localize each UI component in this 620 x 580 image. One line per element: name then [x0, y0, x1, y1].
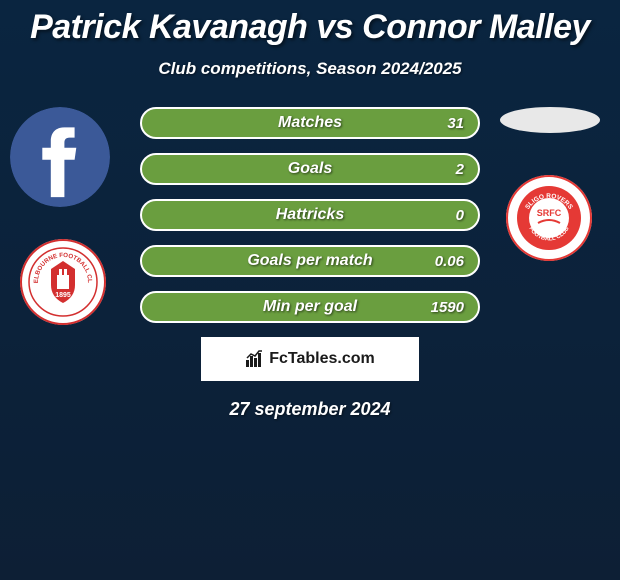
branding-text: FcTables.com	[269, 350, 375, 368]
stat-label: Goals	[142, 160, 478, 178]
stats-list: Matches 31 Goals 2 Hattricks 0 Goals per…	[140, 107, 480, 323]
player-right-photo	[500, 107, 600, 133]
stat-label: Matches	[142, 114, 478, 132]
club-right-logo: SRFC SLIGO ROVERS FOOTBALL CLUB	[506, 175, 592, 261]
stat-row: Hattricks 0	[140, 199, 480, 231]
stat-value: 0	[456, 207, 464, 224]
stat-label: Hattricks	[142, 206, 478, 224]
branding-box: FcTables.com	[201, 337, 419, 381]
stat-row: Goals per match 0.06	[140, 245, 480, 277]
player-left-column: 1895 SHELBOURNE FOOTBALL CLUB	[10, 107, 110, 325]
stat-value: 31	[447, 115, 464, 132]
date-text: 27 september 2024	[0, 399, 620, 420]
stat-label: Min per goal	[142, 298, 478, 316]
stat-value: 1590	[431, 299, 464, 316]
svg-text:1895: 1895	[55, 292, 71, 299]
page-title: Patrick Kavanagh vs Connor Malley	[0, 0, 620, 47]
player-left-photo	[10, 107, 110, 207]
bars-icon	[245, 350, 265, 368]
club-left-logo: 1895 SHELBOURNE FOOTBALL CLUB	[20, 239, 106, 325]
stat-row: Min per goal 1590	[140, 291, 480, 323]
stat-value: 0.06	[435, 253, 464, 270]
player-right-column: SRFC SLIGO ROVERS FOOTBALL CLUB	[500, 107, 600, 261]
svg-text:SRFC: SRFC	[537, 208, 562, 218]
sligo-crest-icon: SRFC SLIGO ROVERS FOOTBALL CLUB	[506, 175, 592, 261]
shelbourne-crest-icon: 1895 SHELBOURNE FOOTBALL CLUB	[20, 239, 106, 325]
stat-value: 2	[456, 161, 464, 178]
stat-row: Matches 31	[140, 107, 480, 139]
subtitle: Club competitions, Season 2024/2025	[0, 59, 620, 79]
comparison-panel: 1895 SHELBOURNE FOOTBALL CLUB SRFC SLIGO…	[0, 107, 620, 420]
stat-label: Goals per match	[142, 252, 478, 270]
stat-row: Goals 2	[140, 153, 480, 185]
facebook-icon	[10, 107, 110, 207]
